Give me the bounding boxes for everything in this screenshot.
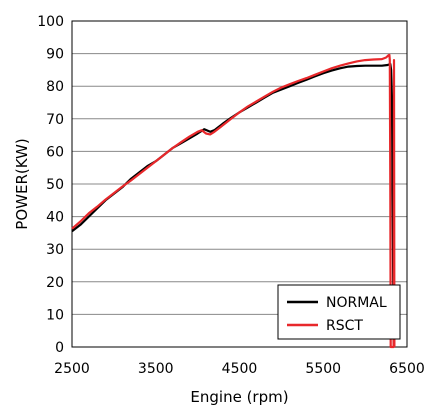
y-tick-label: 0 (55, 340, 64, 356)
y-tick-label: 10 (46, 307, 64, 323)
legend-label-rsct: RSCT (326, 318, 363, 334)
x-tick-label: 6500 (389, 361, 425, 377)
plot-frame (71, 20, 408, 348)
x-axis-label: Engine (rpm) (190, 388, 288, 406)
y-tick-label: 20 (46, 275, 64, 291)
x-tick-label: 4500 (222, 361, 258, 377)
legend-box (277, 284, 401, 340)
series-lines (71, 53, 396, 349)
y-tick-label: 50 (46, 177, 64, 193)
y-tick-label: 70 (46, 112, 64, 128)
y-tick-label: 100 (37, 14, 64, 30)
gridlines (72, 53, 407, 315)
y-tick-label: 80 (46, 79, 64, 95)
y-tick-label: 90 (46, 47, 64, 63)
series-line-rsct (71, 53, 396, 349)
x-tick-label: 2500 (54, 361, 90, 377)
tick-labels: 0 10 20 30 40 50 60 70 80 90 100 2500 3500 4500 5500 65… (37, 14, 425, 377)
y-tick-label: 60 (46, 144, 64, 160)
y-tick-label: 40 (46, 210, 64, 226)
x-tick-label: 3500 (138, 361, 174, 377)
legend: NORMAL RSCT (277, 284, 401, 340)
x-tick-label: 5500 (305, 361, 341, 377)
y-axis-label: POWER(KW) (13, 138, 31, 229)
y-tick-label: 30 (46, 242, 64, 258)
legend-label-normal: NORMAL (326, 295, 387, 311)
